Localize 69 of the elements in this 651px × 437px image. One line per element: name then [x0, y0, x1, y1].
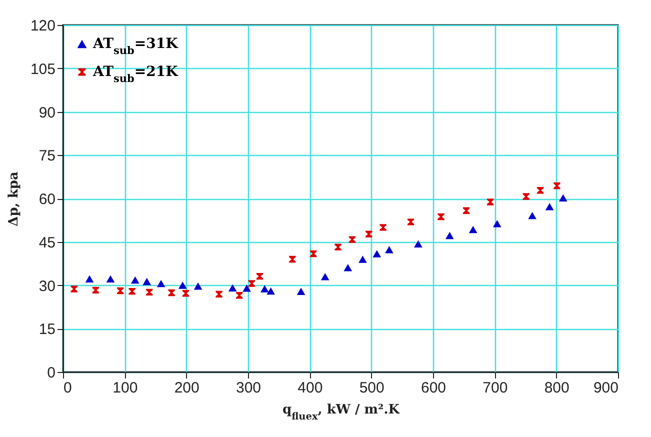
point	[380, 224, 386, 231]
point	[289, 256, 296, 263]
y-tick-label: 30	[38, 278, 56, 295]
y-tick-label: 120	[30, 18, 56, 34]
point	[536, 187, 544, 194]
point	[182, 290, 190, 297]
point	[358, 256, 367, 263]
x-tick-label: 500	[359, 380, 384, 396]
point	[242, 284, 251, 292]
point	[366, 230, 372, 238]
point	[310, 250, 317, 258]
point	[468, 226, 478, 234]
point	[142, 278, 152, 286]
point	[522, 193, 530, 200]
x-tick-label: 400	[298, 380, 323, 396]
point	[320, 272, 330, 280]
y-axis-title: Δp, kpa	[6, 171, 22, 226]
point	[372, 250, 382, 258]
point	[228, 284, 237, 292]
x-tick-label: 700	[482, 380, 508, 396]
point	[216, 290, 222, 298]
y-tick-label: 105	[30, 60, 56, 78]
point	[117, 287, 124, 294]
point	[407, 218, 414, 226]
point	[445, 232, 454, 240]
point	[92, 286, 100, 294]
point	[385, 246, 394, 254]
point	[106, 275, 115, 283]
point	[438, 213, 444, 220]
point	[168, 289, 175, 296]
x-tick-label: 300	[236, 380, 262, 396]
point	[146, 288, 153, 296]
point	[178, 282, 187, 289]
point	[236, 292, 243, 299]
y-tick-label: 75	[38, 148, 56, 165]
y-tick-label: 0	[47, 364, 56, 382]
point	[348, 236, 356, 243]
y-tick-label: 60	[38, 191, 56, 208]
x-tick-label: 100	[112, 380, 138, 396]
x-tick-label: 900	[593, 380, 618, 396]
y-tick-label: 15	[38, 321, 56, 338]
point	[545, 202, 554, 210]
point	[296, 288, 306, 295]
point	[156, 280, 166, 288]
x-tick-label: 0	[64, 380, 72, 396]
point	[492, 220, 502, 228]
point	[70, 286, 78, 292]
point	[260, 285, 269, 292]
point	[248, 280, 256, 287]
point	[344, 264, 352, 272]
x-axis-title: q$_{fluex}$, kW / m².K	[282, 402, 400, 422]
y-tick-label: 90	[38, 104, 56, 122]
point	[558, 194, 568, 202]
point	[194, 282, 202, 290]
x-tick-label: 600	[420, 380, 446, 396]
point	[130, 276, 140, 284]
point	[528, 212, 536, 220]
x-tick-label: 800	[544, 380, 570, 396]
point	[462, 207, 470, 214]
point	[256, 272, 264, 280]
point	[266, 287, 275, 295]
point	[554, 182, 560, 190]
y-tick-label: 45	[38, 234, 56, 252]
point	[487, 198, 494, 206]
point	[334, 244, 342, 250]
point	[414, 240, 422, 248]
point	[85, 275, 94, 283]
x-tick-label: 200	[174, 380, 200, 396]
point	[128, 288, 136, 295]
